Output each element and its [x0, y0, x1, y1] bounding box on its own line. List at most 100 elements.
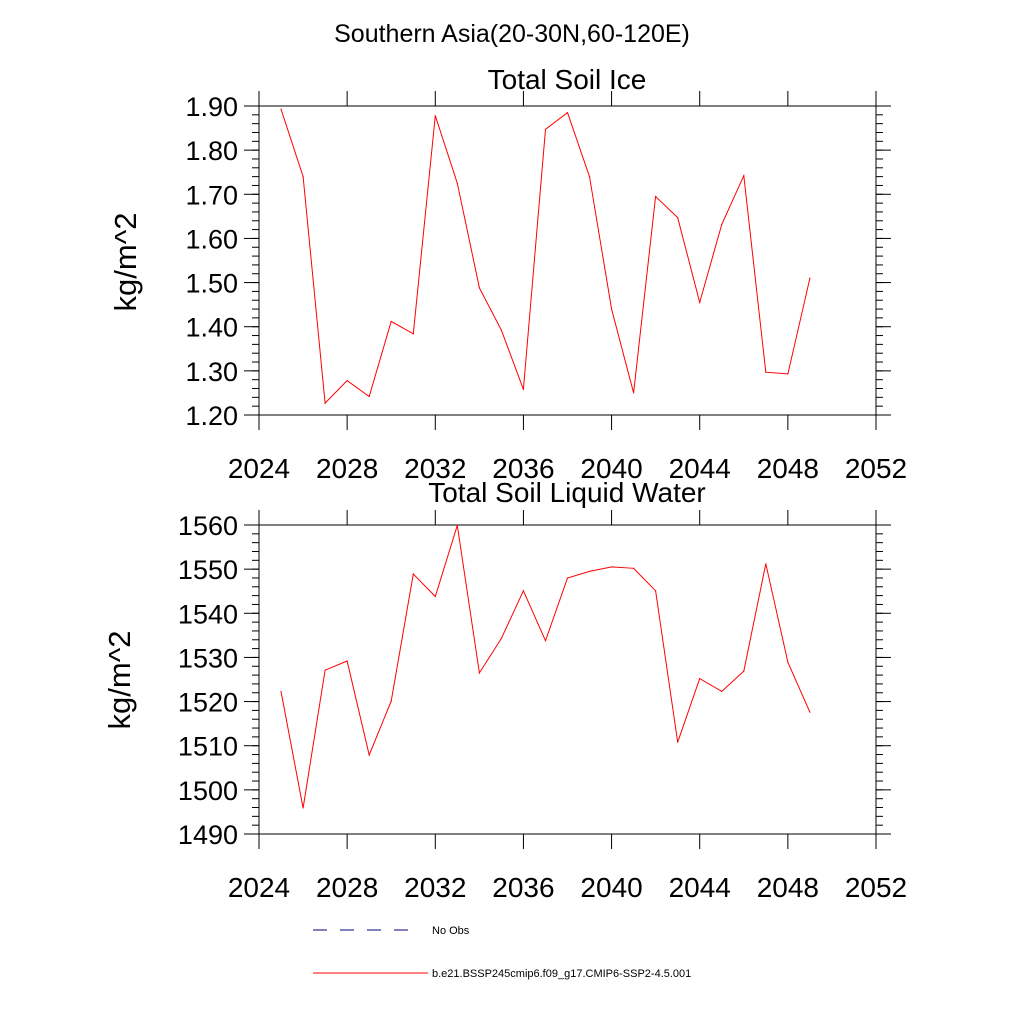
y-tick-label: 1.20 [185, 401, 238, 431]
data-point [655, 590, 657, 592]
series-line-model [280, 525, 811, 809]
tick-marks [244, 510, 891, 849]
data-point [324, 669, 326, 671]
data-point [677, 217, 679, 219]
data-point [588, 176, 591, 178]
data-point [677, 741, 679, 743]
data-point [809, 277, 811, 279]
data-point [478, 672, 480, 674]
y-tick-label: 1560 [178, 511, 238, 541]
data-point [368, 395, 370, 398]
data-point [699, 301, 701, 304]
x-tick-labels: 2024 2028 2032 2036 2040 2044 2048 2052 [228, 872, 907, 903]
y-tick-label: 1.60 [185, 224, 238, 254]
series-line-model [280, 108, 811, 405]
x-tick-label: 2048 [757, 453, 819, 484]
data-point [346, 660, 348, 662]
data-point [633, 392, 635, 394]
data-point [765, 371, 767, 373]
x-tick-label: 2032 [404, 453, 466, 484]
panel-soil-liquid-water: Total Soil Liquid Water kg/m^2 149015001… [102, 477, 907, 903]
data-point [588, 570, 591, 572]
data-point [302, 176, 304, 178]
y-tick-label: 1.40 [185, 313, 238, 343]
y-tick-label: 1.80 [185, 136, 238, 166]
data-point [500, 637, 502, 640]
y-tick-label: 1550 [178, 555, 238, 585]
y-tick-label: 1490 [178, 820, 238, 850]
x-tick-label: 2028 [316, 453, 378, 484]
data-point [544, 640, 547, 642]
data-point [699, 678, 701, 680]
x-tick-label: 2040 [580, 453, 642, 484]
data-points [280, 524, 811, 809]
y-tick-label: 1540 [178, 599, 238, 629]
data-point [302, 807, 304, 809]
x-tick-label: 2024 [228, 453, 290, 484]
data-point [787, 373, 789, 375]
data-point [390, 700, 392, 702]
y-tick-labels: 1490 1500 1510 1520 1530 1540 1550 1560 [178, 511, 238, 850]
x-tick-label: 2032 [404, 872, 466, 903]
x-tick-label: 2048 [757, 872, 819, 903]
y-tick-label: 1500 [178, 776, 238, 806]
data-point [280, 690, 282, 693]
data-point [787, 661, 789, 663]
tick-marks [244, 91, 891, 430]
plot-frame [258, 524, 877, 835]
y-tick-label: 1.90 [185, 92, 238, 122]
data-point [324, 402, 326, 404]
legend: No Obs b.e21.BSSP245cmip6.f09_g17.CMIP6-… [313, 925, 691, 980]
data-point [522, 590, 525, 592]
y-tick-label: 1.50 [185, 269, 238, 299]
x-tick-labels: 2024 2028 2032 2036 2040 2044 2048 2052 [228, 453, 907, 484]
data-point [610, 308, 613, 310]
x-tick-label: 2052 [845, 872, 907, 903]
x-tick-label: 2040 [580, 872, 642, 903]
x-tick-label: 2028 [316, 872, 378, 903]
data-point [743, 670, 745, 672]
data-point [544, 128, 547, 130]
data-point [500, 329, 502, 331]
data-point [368, 754, 370, 756]
plot-frame [258, 105, 877, 416]
data-point [522, 388, 525, 390]
x-tick-label: 2024 [228, 872, 290, 903]
y-tick-labels: 1.20 1.30 1.40 1.50 1.60 1.70 1.80 1.90 [185, 92, 238, 431]
x-tick-label: 2036 [492, 453, 554, 484]
data-point [412, 333, 414, 335]
data-point [434, 595, 436, 598]
y-tick-label: 1.30 [185, 357, 238, 387]
data-point [280, 108, 282, 110]
data-point [743, 175, 745, 177]
x-tick-label: 2044 [669, 872, 731, 903]
data-point [721, 690, 723, 693]
y-axis-label: kg/m^2 [108, 213, 143, 312]
y-tick-label: 1.70 [185, 180, 238, 210]
data-points [280, 108, 811, 404]
y-tick-label: 1510 [178, 732, 238, 762]
data-point [390, 320, 392, 323]
data-point [721, 223, 723, 225]
panel-title: Total Soil Liquid Water [428, 477, 706, 508]
y-tick-label: 1520 [178, 688, 238, 718]
legend-label-obs: No Obs [432, 925, 470, 937]
data-point [456, 182, 458, 184]
data-point [633, 567, 635, 569]
x-tick-label: 2052 [845, 453, 907, 484]
panel-title: Total Soil Ice [488, 64, 647, 95]
data-point [412, 573, 414, 575]
data-point [610, 566, 613, 568]
data-point [478, 287, 480, 289]
y-tick-label: 1530 [178, 643, 238, 673]
data-point [434, 115, 436, 117]
data-point [346, 379, 348, 382]
data-point [456, 524, 458, 527]
data-point [809, 711, 811, 713]
data-point [566, 577, 569, 579]
data-point [655, 195, 657, 198]
y-axis-label: kg/m^2 [102, 631, 137, 730]
legend-label-model: b.e21.BSSP245cmip6.f09_g17.CMIP6-SSP2-4.… [432, 968, 691, 980]
data-point [765, 563, 767, 565]
